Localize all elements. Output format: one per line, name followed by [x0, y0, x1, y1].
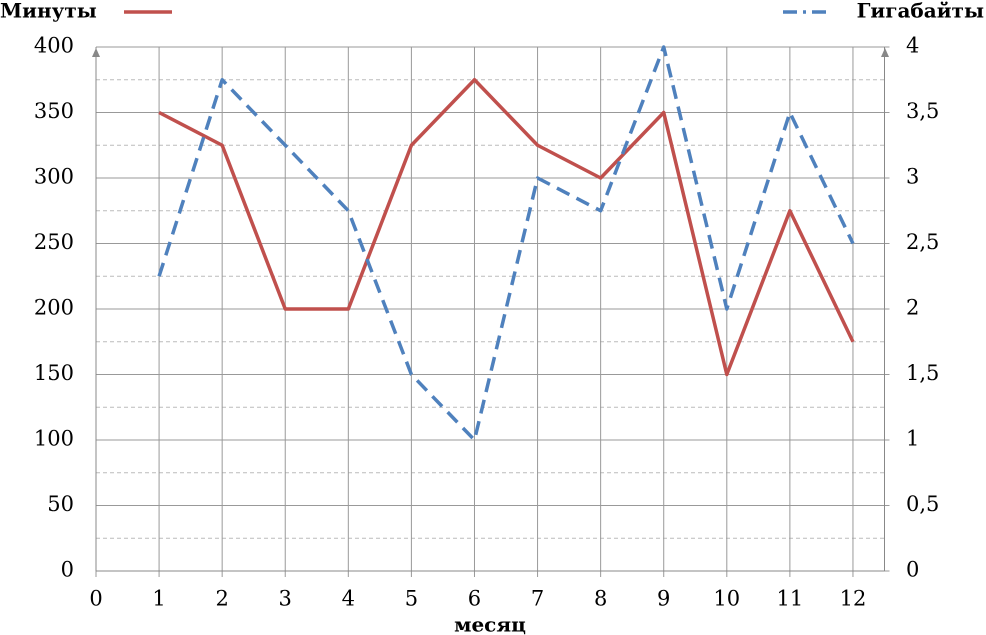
y2-tick-label: 2,5	[906, 230, 939, 254]
y-tick-label: 200	[34, 296, 74, 320]
y2-tick-label: 0,5	[906, 492, 939, 516]
x-tick-label: 10	[713, 587, 740, 611]
y2-tick-label: 4	[906, 34, 919, 58]
series-line	[158, 78, 855, 377]
x-tick-label: 12	[840, 587, 867, 611]
x-tick-label: 3	[279, 587, 292, 611]
y-tick-label: 250	[34, 230, 74, 254]
x-tick-label: 4	[342, 587, 355, 611]
y-tick-label: 150	[34, 361, 74, 385]
y-tick-label: 50	[47, 492, 74, 516]
x-tick-label: 6	[468, 587, 481, 611]
y2-tick-label: 3	[906, 165, 919, 189]
y2-tick-label: 2	[906, 296, 919, 320]
y-tick-label: 0	[61, 558, 74, 582]
x-tick-label: 8	[594, 587, 607, 611]
x-tick-label: 1	[152, 587, 165, 611]
x-tick-label: 9	[657, 587, 670, 611]
y-tick-label: 100	[34, 427, 74, 451]
x-tick-label: 0	[89, 587, 102, 611]
x-tick-label: 2	[215, 587, 228, 611]
y2-tick-label: 1,5	[906, 361, 939, 385]
x-axis-label: месяц	[454, 613, 526, 635]
x-tick-label: 5	[405, 587, 418, 611]
x-tick-label: 7	[531, 587, 544, 611]
y-tick-label: 300	[34, 165, 74, 189]
y2-tick-label: 0	[906, 558, 919, 582]
y-tick-label: 400	[34, 34, 74, 58]
y2-tick-label: 1	[906, 427, 919, 451]
legend-label: Гигабайты	[857, 0, 984, 23]
y2-tick-label: 3,5	[906, 99, 939, 123]
legend-label: Минуты	[0, 0, 97, 23]
y-tick-label: 350	[34, 99, 74, 123]
series-line	[157, 45, 855, 442]
x-tick-label: 11	[777, 587, 804, 611]
